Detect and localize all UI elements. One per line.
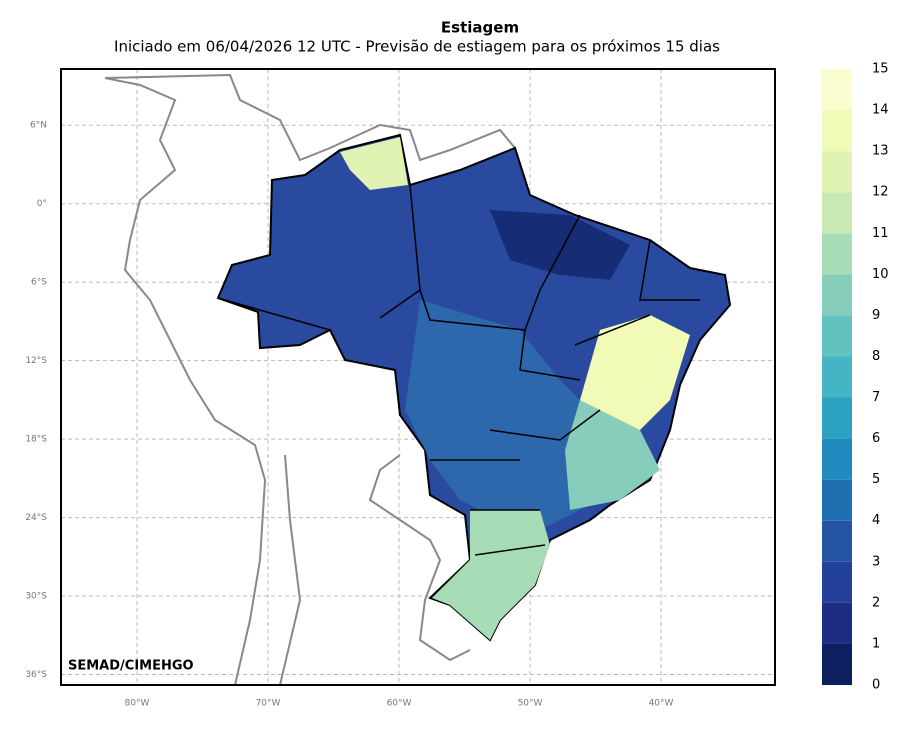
- region-dark-north: [490, 210, 630, 280]
- y-tick-label: 18°S: [25, 435, 47, 445]
- colorbar-tick-label: 0: [872, 678, 880, 693]
- colorbar-tick-label: 12: [872, 185, 889, 200]
- colorbar-segment: [822, 233, 852, 275]
- colorbar-tick-label: 10: [872, 267, 889, 282]
- region-east: [565, 400, 660, 510]
- map-frame: [60, 68, 776, 686]
- y-tick-label: 30°S: [25, 592, 47, 602]
- colorbar-tick-label: 11: [872, 226, 889, 241]
- colorbar-tick-label: 2: [872, 595, 880, 610]
- y-tick-label: 6°S: [31, 278, 47, 288]
- state-borders: [217, 184, 700, 556]
- colorbar-segment: [822, 315, 852, 357]
- colorbar-segment: [822, 602, 852, 644]
- x-tick-label: 50°W: [518, 699, 543, 709]
- x-tick-label: 40°W: [649, 699, 674, 709]
- colorbar-segment: [822, 356, 852, 398]
- region-roraima: [340, 137, 408, 190]
- x-tick-label: 80°W: [125, 699, 150, 709]
- colorbar-tick-label: 1: [872, 636, 880, 651]
- colorbar-tick-label: 13: [872, 144, 889, 159]
- y-tick-label: 0°: [37, 199, 47, 209]
- colorbar-segment: [822, 397, 852, 439]
- y-tick-label: 6°N: [30, 121, 47, 131]
- x-tick-label: 70°W: [256, 699, 281, 709]
- colorbar-segment: [822, 69, 852, 111]
- subtitle: Iniciado em 06/04/2026 12 UTC - Previsão…: [114, 38, 720, 56]
- colorbar-tick-label: 6: [872, 431, 880, 446]
- colorbar-tick-label: 7: [872, 390, 880, 405]
- credit: SEMAD/CIMEHGO: [68, 659, 194, 674]
- colorbar-segment: [822, 274, 852, 316]
- x-tick-label: 60°W: [387, 699, 412, 709]
- colorbar-tick-label: 5: [872, 472, 880, 487]
- colorbar-segment: [822, 110, 852, 152]
- region-northeast-wet: [580, 315, 690, 440]
- colorbar-segment: [822, 192, 852, 234]
- colorbar-segment: [822, 561, 852, 603]
- colorbar-segment: [822, 643, 852, 685]
- south-america-outline: [104, 73, 516, 685]
- colorbar-tick-label: 9: [872, 308, 880, 323]
- colorbar-tick-label: 14: [872, 103, 889, 118]
- colorbar-segment: [822, 438, 852, 480]
- y-tick-label: 12°S: [25, 356, 47, 366]
- y-tick-label: 36°S: [25, 670, 47, 680]
- colorbar-segment: [822, 479, 852, 521]
- colorbar-tick-label: 4: [872, 513, 880, 528]
- map-area: [61, 69, 775, 685]
- title: Estiagem: [441, 19, 519, 37]
- colorbar-segment: [822, 520, 852, 562]
- colorbar-tick-label: 15: [872, 62, 889, 77]
- colorbar-segment: [822, 151, 852, 193]
- colorbar-tick-label: 8: [872, 349, 880, 364]
- colorbar-tick-label: 3: [872, 554, 880, 569]
- region-south: [432, 510, 550, 640]
- y-tick-label: 24°S: [25, 513, 47, 523]
